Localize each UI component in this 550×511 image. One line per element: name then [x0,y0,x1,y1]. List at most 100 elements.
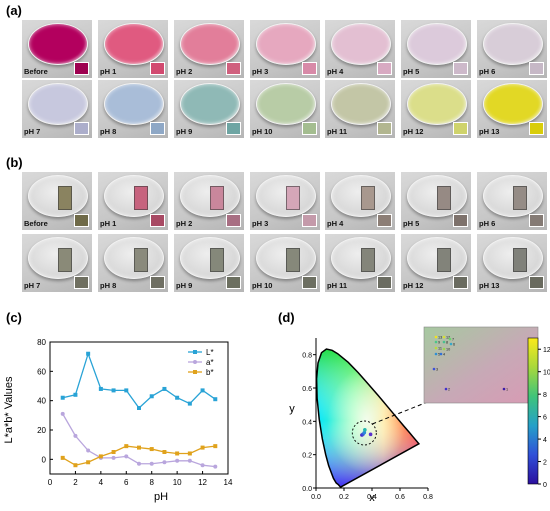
data-point [187,458,192,463]
petri-dish [104,23,164,65]
legend-label: a* [206,358,214,367]
y-tick-label: 20 [37,426,46,435]
color-swatch [529,276,544,289]
film-sample [58,248,72,272]
inset-point-label: 9 [438,341,440,345]
data-point [124,388,129,393]
panel_b-tile: pH 5 [401,172,471,230]
inset-point [442,347,446,351]
petri-dish [256,175,316,217]
panel_b-tile: pH 9 [174,234,244,292]
panel_a-tile: pH 9 [174,80,244,138]
inset-point [434,346,438,350]
data-point [162,450,167,454]
lab-values-chart: 0 2 4 6 8 10 12 14 0 20 40 60 80 L*a*b* pH L*a*b* Va… [3,338,233,503]
data-point [200,388,205,393]
colorbar-tick-label: 10 [543,370,550,377]
petri-dish [331,237,391,279]
x-tick-label: 12 [198,478,207,487]
petri-dish [28,175,88,217]
zoom-inset [423,326,539,404]
petri-dish [256,83,316,125]
panel_b-tile: pH 13 [477,234,547,292]
colorbar [527,337,539,485]
data-point [368,432,373,437]
tile-label: pH 5 [403,219,420,228]
film-sample [513,248,527,272]
panel_a-tile: pH 2 [174,20,244,78]
x-tick-label: 0.8 [423,494,433,501]
inset-point-label: 13 [438,336,442,340]
petri-dish [28,23,88,65]
inset-point-label: 4 [443,353,445,357]
color-swatch [74,62,89,75]
x-tick-label: 0.4 [367,494,377,501]
data-point [124,454,129,459]
x-tick-label: 4 [99,478,104,487]
color-swatch [377,214,392,227]
x-tick-label: 0 [48,478,53,487]
y-tick-label: 40 [37,397,46,406]
data-point [86,448,91,453]
x-tick-label: 6 [124,478,129,487]
inset-point [434,335,438,339]
film-sample [513,186,527,210]
panel_a-tile: pH 1 [98,20,168,78]
y-tick-label: 0 [42,455,47,464]
legend-marker [193,360,197,364]
inset-point [434,352,438,356]
inset-point-label: 3 [436,368,438,372]
color-swatch [453,214,468,227]
data-point [137,461,141,466]
series-line [62,413,216,468]
color-swatch [150,276,165,289]
data-point [213,464,218,469]
petri-dish [256,237,316,279]
petri-dish [331,23,391,65]
y-tick-label: 0.2 [302,453,312,460]
petri-dish [483,23,543,65]
film-sample [361,186,375,210]
film-sample [134,186,148,210]
tile-label: pH 6 [479,67,496,76]
x-tick-label: 8 [149,478,154,487]
inset-point [432,367,436,371]
data-point [98,386,103,391]
panel_a-tile: pH 12 [401,80,471,138]
tile-label: pH 12 [403,127,424,136]
colorbar-tick-label: 2 [543,460,547,467]
inset-point-label: 1 [506,388,508,392]
color-swatch [226,122,241,135]
inset-point [442,335,446,339]
panel_a-tile: pH 13 [477,80,547,138]
color-swatch [302,122,317,135]
film-sample [134,248,148,272]
petri-dish [331,175,391,217]
colorbar-tick-label: 12 [543,347,550,354]
panel_b-tile: pH 10 [250,234,320,292]
chart-c-ylabel: L*a*b* Values [3,376,15,444]
y-tick-label: 0.8 [302,353,312,360]
panel_b-tile: pH 3 [250,172,320,230]
data-point [175,458,180,463]
data-point [162,386,167,391]
panel_a-tile: pH 4 [325,20,395,78]
tile-label: pH 4 [327,67,344,76]
data-point [98,454,103,459]
petri-dish [180,83,240,125]
color-swatch [74,214,89,227]
panel_b-tile: pH 11 [325,234,395,292]
tile-label: pH 11 [327,127,348,136]
inset-point [502,387,506,391]
data-point [187,401,192,406]
panel_b-tile: pH 12 [401,234,471,292]
inset-point-label: 10 [446,348,450,352]
chart-d-xlabel: x [369,492,375,504]
x-tick-label: 0.0 [311,494,321,501]
data-point [60,395,65,400]
tile-label: pH 7 [24,127,41,136]
data-point [213,444,218,449]
inset-point-label: 5 [438,353,440,357]
color-swatch [150,62,165,75]
tile-label: pH 6 [479,219,496,228]
